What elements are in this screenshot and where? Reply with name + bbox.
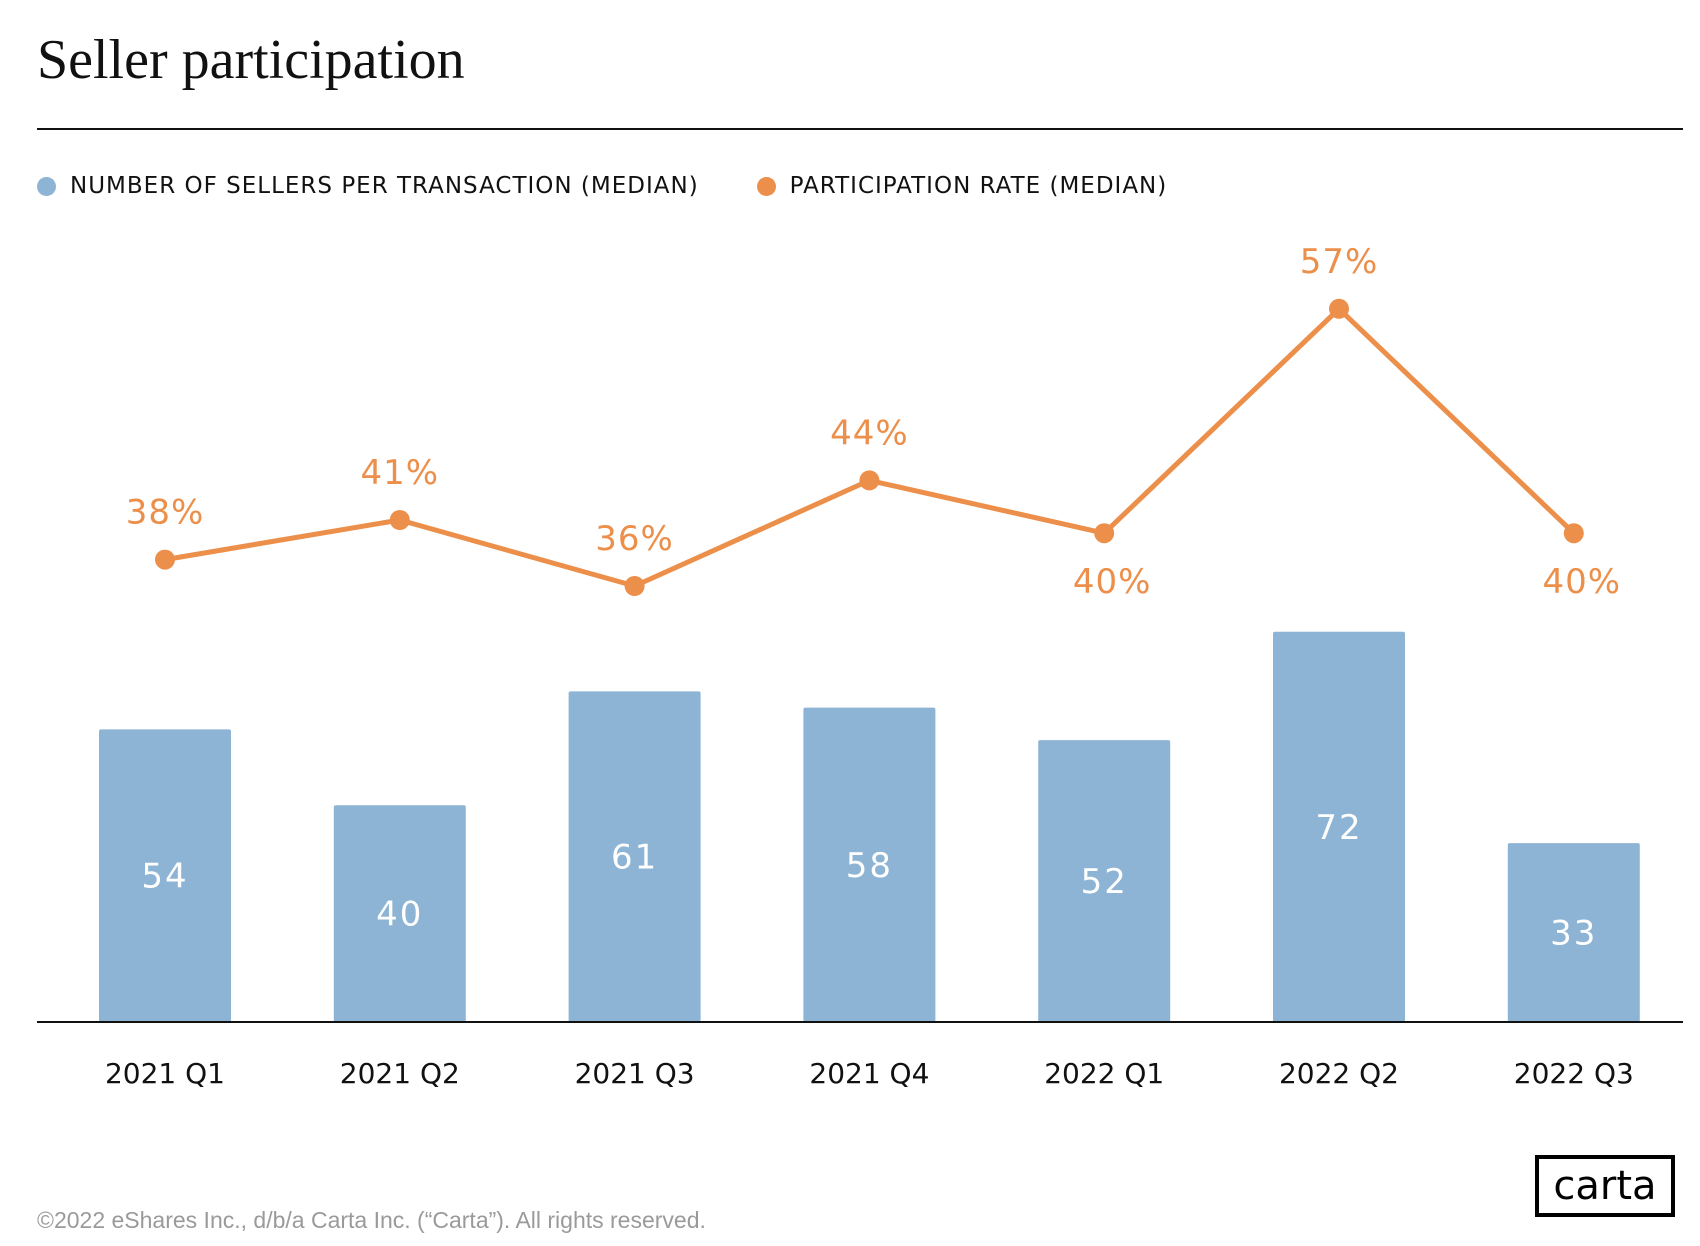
line-point <box>155 549 175 570</box>
x-tick-label: 2021 Q4 <box>809 1057 929 1090</box>
bar-value-label: 40 <box>376 895 423 935</box>
line-point <box>1094 523 1115 544</box>
line-value-label: 36% <box>595 519 674 559</box>
line-value-label: 44% <box>830 413 909 453</box>
legend-label-sellers: NUMBER OF SELLERS PER TRANSACTION (MEDIA… <box>70 173 699 199</box>
bar <box>1038 740 1171 1022</box>
line-point <box>859 470 880 491</box>
line-point <box>1329 298 1349 319</box>
bar <box>568 691 701 1022</box>
copyright-footer: ©2022 eShares Inc., d/b/a Carta Inc. (“C… <box>37 1207 706 1233</box>
x-tick-label: 2022 Q2 <box>1279 1057 1399 1090</box>
bar <box>99 729 231 1022</box>
x-tick-label: 2021 Q2 <box>340 1057 460 1090</box>
bar <box>1273 631 1405 1022</box>
bar-value-label: 61 <box>611 838 658 878</box>
legend-marker-sellers <box>37 176 56 196</box>
legend-marker-participation <box>756 176 776 196</box>
x-tick-label: 2021 Q3 <box>575 1057 695 1090</box>
title-divider <box>37 128 1683 130</box>
bar-value-label: 52 <box>1081 862 1128 902</box>
x-tick-label: 2021 Q1 <box>105 1057 225 1090</box>
line-value-label: 40% <box>1073 562 1152 602</box>
legend-item-participation: PARTICIPATION RATE (MEDIAN) <box>756 173 1168 199</box>
carta-logo: carta <box>1535 1155 1675 1217</box>
legend-label-participation: PARTICIPATION RATE (MEDIAN) <box>789 173 1168 199</box>
line-value-label: 40% <box>1543 562 1622 602</box>
x-tick-label: 2022 Q1 <box>1044 1057 1164 1090</box>
x-tick-label: 2022 Q3 <box>1514 1057 1634 1090</box>
bar <box>803 707 936 1022</box>
bar-value-label: 72 <box>1315 808 1362 848</box>
line-value-label: 41% <box>361 453 440 493</box>
line-point <box>624 576 645 596</box>
bar-value-label: 33 <box>1550 914 1597 954</box>
line-value-label: 38% <box>126 493 205 533</box>
legend: NUMBER OF SELLERS PER TRANSACTION (MEDIA… <box>37 173 1225 199</box>
line-point <box>1563 523 1584 544</box>
chart-title: Seller participation <box>37 29 465 91</box>
line-value-label: 57% <box>1300 242 1379 282</box>
bar-value-label: 58 <box>846 846 893 886</box>
legend-item-sellers: NUMBER OF SELLERS PER TRANSACTION (MEDIA… <box>37 173 699 199</box>
bar-value-label: 54 <box>141 857 188 897</box>
bar <box>1507 843 1640 1022</box>
line-point <box>389 510 410 530</box>
bar <box>333 805 466 1022</box>
